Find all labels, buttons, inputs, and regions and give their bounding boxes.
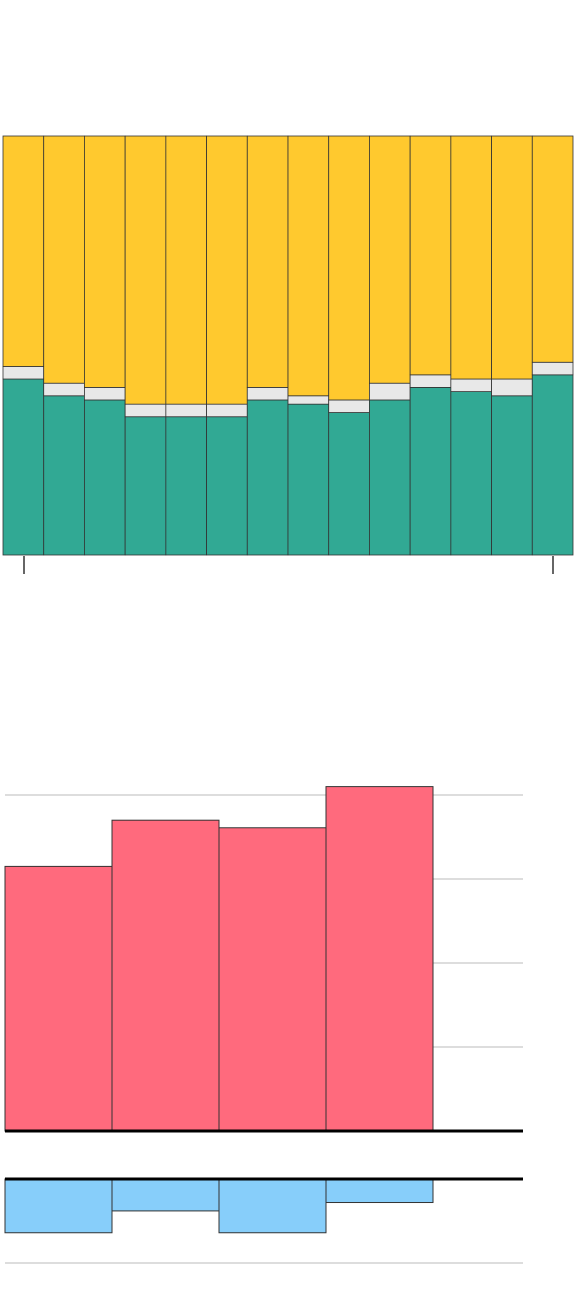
bar-col10-series3: [369, 135, 411, 384]
bar-col10-series1: [369, 399, 411, 556]
bar-col9-series3: [328, 135, 370, 401]
negative-bar-4: [325, 1178, 434, 1204]
bar-col12-series1: [450, 391, 492, 556]
bar-col8-series1: [287, 403, 330, 556]
bar-col5-series3: [165, 135, 207, 405]
negative-bar-2: [111, 1178, 220, 1212]
bar-col7-series3: [246, 135, 289, 388]
bar-col4-series3: [124, 135, 167, 405]
bar-col1-series3: [2, 135, 45, 367]
bar-col11-series3: [409, 135, 452, 376]
bar-col9-series1: [328, 412, 370, 556]
bar-col13-series3: [491, 135, 533, 380]
positive-bar-2: [111, 819, 220, 1132]
bar-col2-series1: [43, 395, 85, 556]
bar-col8-series3: [287, 135, 330, 397]
bar-col14-series1: [531, 374, 574, 556]
bar-col1-series1: [2, 378, 45, 556]
bar-col7-series1: [246, 399, 289, 556]
bar-col2-series3: [43, 135, 85, 384]
positive-bar-3: [218, 827, 327, 1132]
bar-col14-series3: [531, 135, 574, 363]
bar-col6-series1: [206, 416, 248, 556]
bar-col3-series1: [84, 399, 126, 556]
negative-bar-1: [4, 1178, 113, 1234]
bar-col3-series3: [84, 135, 126, 388]
positive-bar-4: [325, 786, 434, 1132]
negative-bar-3: [218, 1178, 327, 1234]
bar-col6-series3: [206, 135, 248, 405]
positive-bar-1: [4, 865, 113, 1132]
stacked-percent-bar-chart: [2, 135, 574, 574]
